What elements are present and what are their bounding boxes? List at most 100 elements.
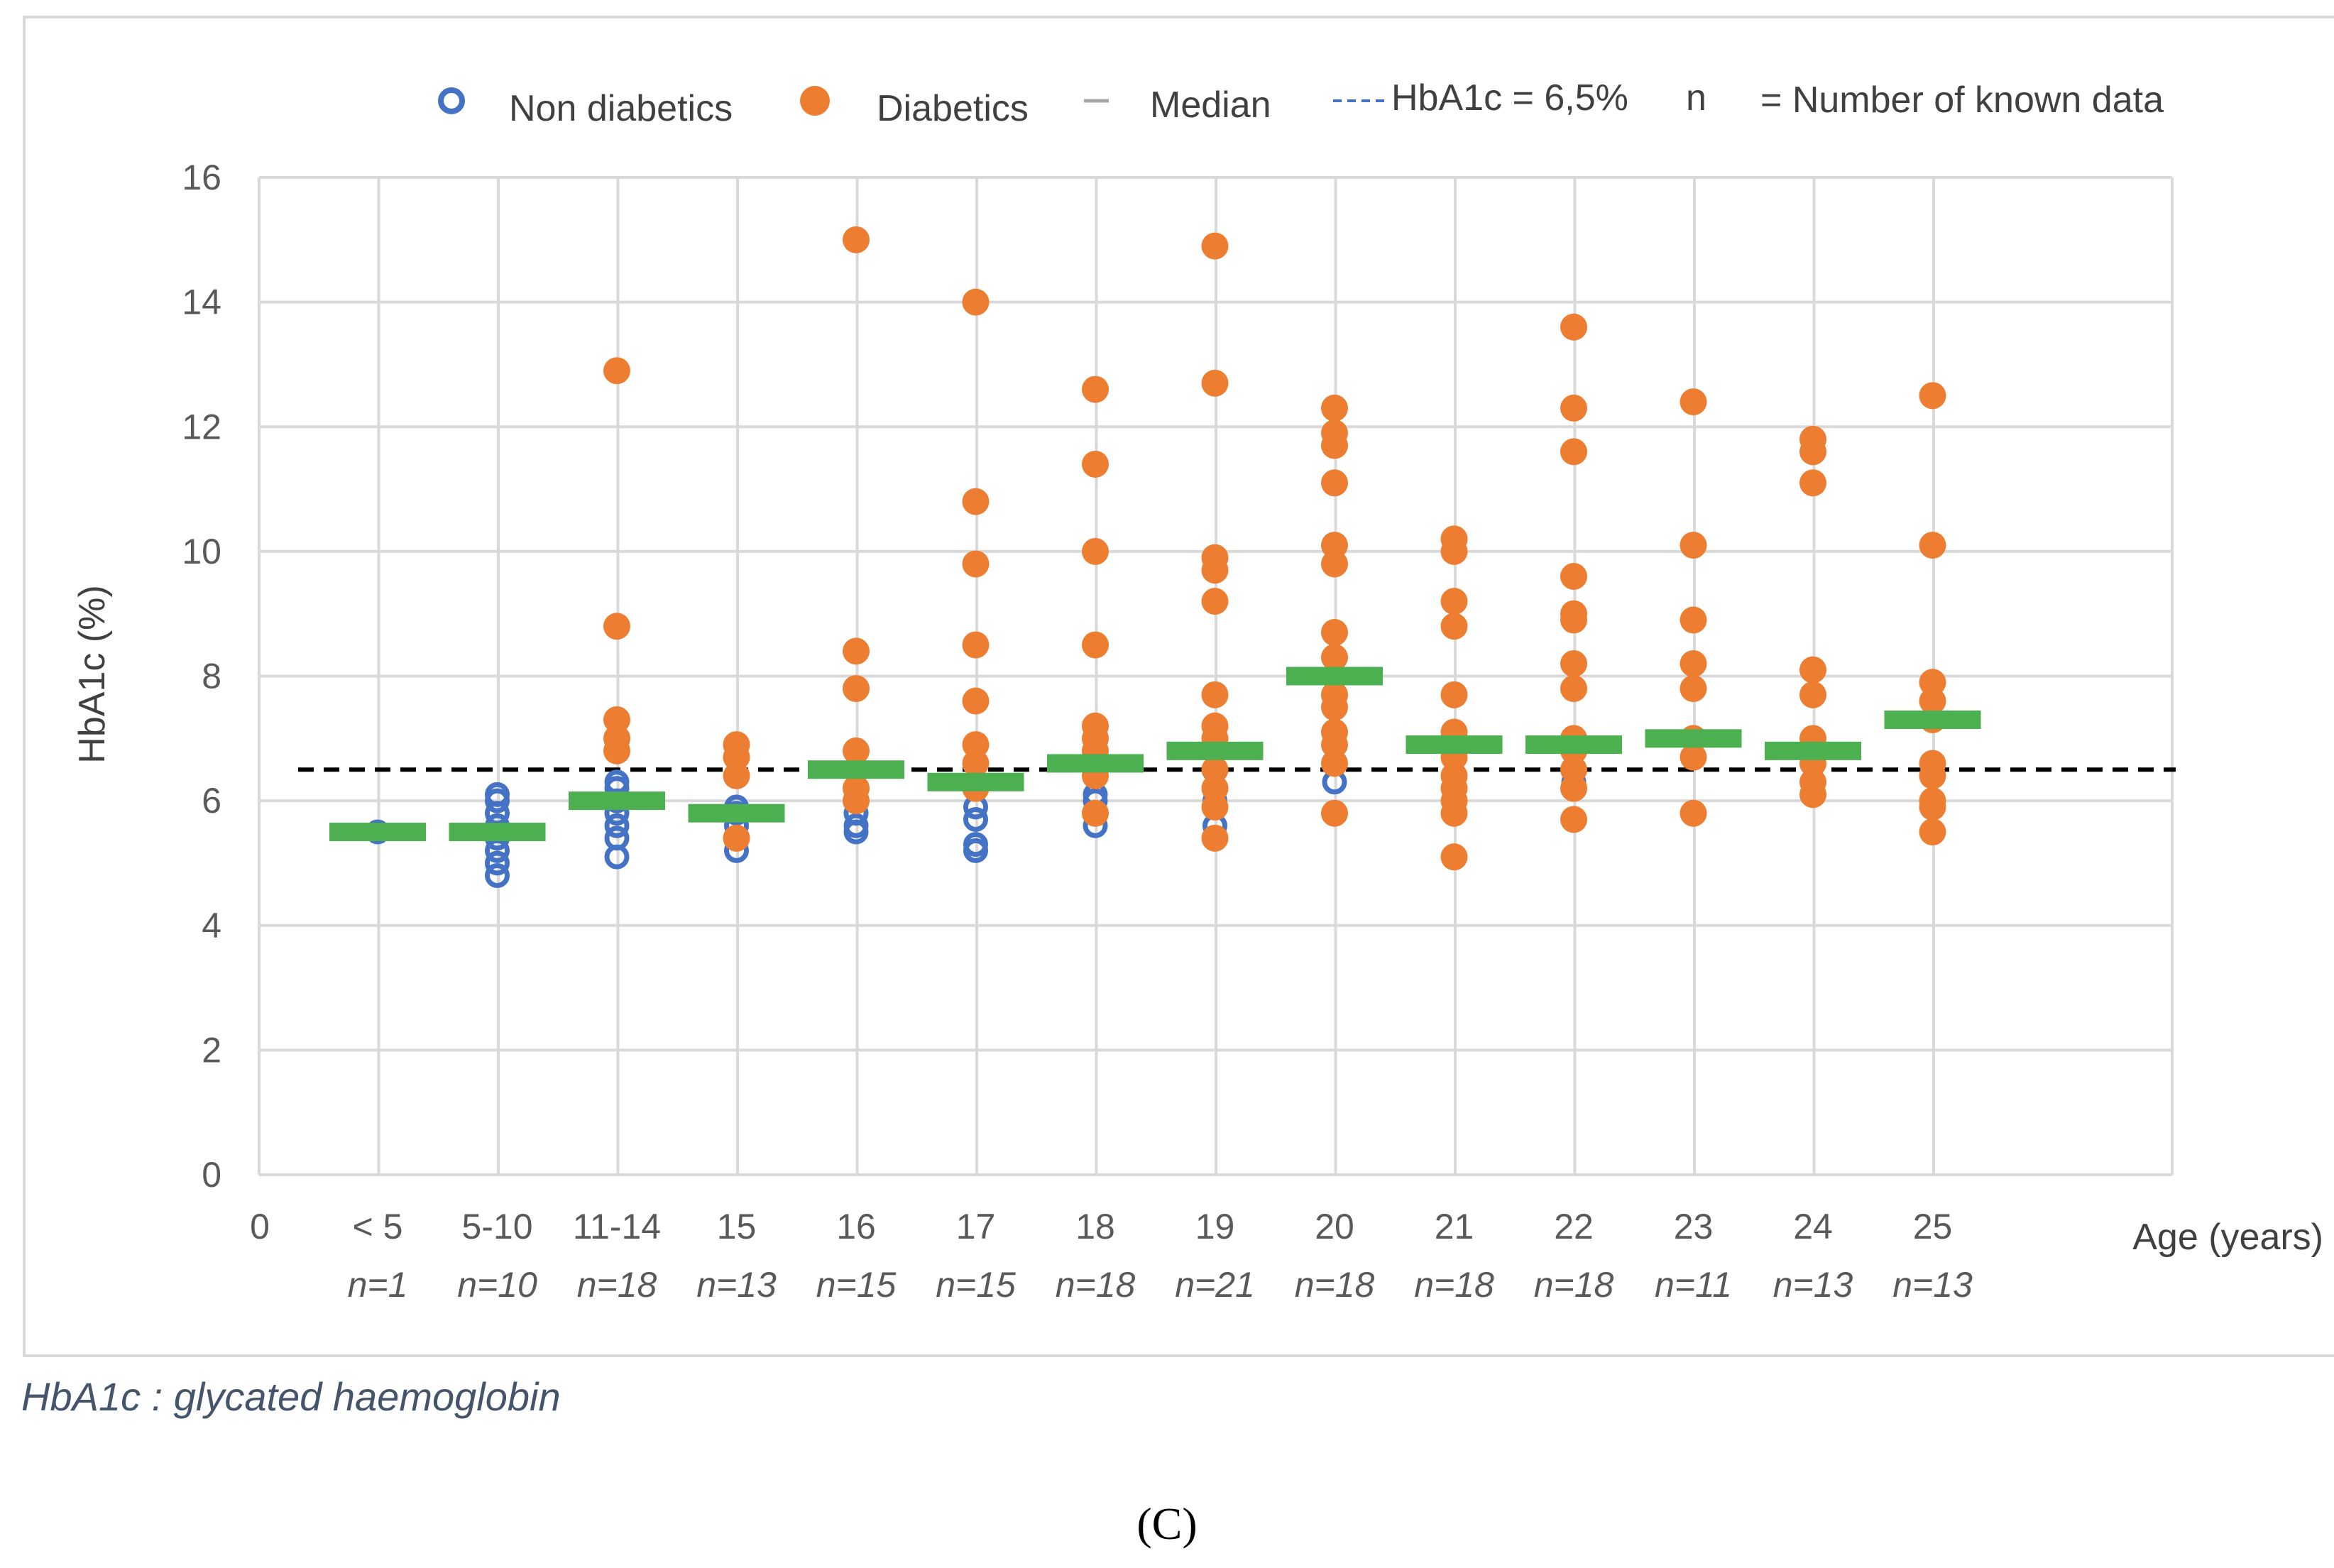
diabetic-point	[1201, 712, 1229, 740]
y-tick-label: 10	[182, 532, 221, 571]
legend-median-label: Median	[1150, 84, 1271, 126]
median-bar	[1765, 741, 1861, 760]
x-tick-label: 25	[1913, 1207, 1953, 1246]
diabetic-point	[1919, 787, 1946, 815]
diabetic-point	[1321, 799, 1348, 827]
diabetic-point	[1560, 649, 1587, 677]
diabetic-point	[723, 731, 750, 759]
legend: Non diabetics Diabetics Median HbA1c = 6…	[438, 77, 2164, 129]
diabetic-point	[1680, 532, 1707, 559]
legend-diabetics-marker	[800, 86, 830, 116]
diabetic-point	[1321, 394, 1348, 422]
diabetic-point	[843, 637, 870, 665]
median-bar	[1286, 667, 1383, 686]
diabetic-point	[1440, 681, 1468, 708]
diabetic-point	[1082, 631, 1109, 659]
diabetic-point	[1201, 681, 1229, 708]
non-diabetic-point	[963, 832, 988, 857]
diabetic-point	[1321, 681, 1348, 708]
diabetic-point	[603, 613, 630, 640]
x-tick-label: 17	[956, 1207, 996, 1246]
x-tick-label: 5-10	[461, 1207, 532, 1246]
diabetic-point	[1680, 388, 1707, 416]
diabetic-point	[1560, 313, 1587, 341]
y-tick-label: 16	[182, 158, 221, 197]
diabetic-point	[1321, 644, 1348, 671]
n-count-label: n=18	[1534, 1265, 1614, 1305]
diabetic-point	[1440, 843, 1468, 871]
y-axis-title: HbA1c (%)	[72, 585, 113, 763]
n-count-label: n=18	[577, 1265, 657, 1305]
n-count-label: n=13	[1892, 1265, 1973, 1305]
diabetic-point	[723, 762, 750, 789]
diabetic-point	[1321, 550, 1348, 578]
diabetic-point	[1560, 438, 1587, 466]
median-bar	[1047, 754, 1144, 773]
footnote: HbA1c : glycated haemoglobin	[21, 1374, 561, 1419]
diabetic-point	[1919, 669, 1946, 696]
median-bar	[1884, 710, 1981, 729]
diabetic-point	[1919, 532, 1946, 559]
diabetic-point	[1321, 532, 1348, 559]
median-bar	[1525, 735, 1622, 755]
n-count-label: n=15	[936, 1265, 1016, 1305]
diabetic-point	[1321, 469, 1348, 497]
y-tick-label: 4	[202, 906, 221, 945]
diabetic-point	[1799, 681, 1826, 708]
n-count-label: n=11	[1655, 1265, 1732, 1305]
grid-layer	[258, 176, 2174, 1176]
diabetic-point	[1680, 675, 1707, 703]
chart-frame	[23, 16, 2334, 1357]
diabetic-point	[1440, 525, 1468, 553]
x-tick-label: 23	[1674, 1207, 1714, 1246]
n-count-label: n=18	[1295, 1265, 1375, 1305]
diabetic-point	[1440, 588, 1468, 615]
diabetic-point	[1560, 774, 1587, 802]
median-layer	[329, 667, 1981, 842]
non-diabetic-point	[604, 813, 630, 838]
diabetic-point	[1560, 600, 1587, 627]
diabetic-point	[603, 706, 630, 733]
legend-non-diabetics-marker	[438, 87, 465, 114]
median-bar	[569, 791, 665, 811]
diabetic-point	[962, 750, 990, 777]
non-diabetic-point	[485, 850, 510, 876]
diabetic-point	[1680, 743, 1707, 771]
x-tick-label: < 5	[353, 1207, 403, 1246]
diabetic-point	[1321, 750, 1348, 777]
diabetic-point	[1082, 450, 1109, 478]
non-diabetic-point	[485, 863, 510, 888]
diabetic-point	[1799, 425, 1826, 453]
diabetic-point	[1082, 375, 1109, 403]
x-axis-title: Age (years)	[2132, 1217, 2323, 1258]
x-tick-label: 11-14	[573, 1207, 661, 1246]
x-tick-label: 24	[1793, 1207, 1833, 1246]
diabetic-point	[1201, 824, 1229, 852]
x-tick-label: 18	[1075, 1207, 1115, 1246]
diabetic-point	[1680, 649, 1707, 677]
x-tick-label: 15	[717, 1207, 757, 1246]
diabetic-point	[1560, 675, 1587, 703]
diabetic-point	[603, 725, 630, 752]
diabetic-point	[1560, 806, 1587, 833]
diabetic-point	[603, 357, 630, 385]
diabetic-point	[1321, 718, 1348, 746]
diabetic-point	[1799, 469, 1826, 497]
x-tick-label: 20	[1315, 1207, 1354, 1246]
diabetic-point	[962, 687, 990, 715]
n-count-label: n=18	[1056, 1265, 1136, 1305]
median-bar	[1645, 729, 1742, 748]
diabetic-point	[1680, 799, 1707, 827]
non-diabetic-point	[843, 813, 869, 838]
median-bar	[1406, 735, 1503, 755]
diabetic-point	[1201, 544, 1229, 571]
n-count-label: n=18	[1414, 1265, 1494, 1305]
median-bar	[808, 760, 904, 779]
diabetic-point	[1201, 774, 1229, 802]
median-bar	[449, 823, 546, 842]
diabetic-point	[1919, 687, 1946, 715]
diabetic-point	[1560, 563, 1587, 590]
n-count-label: n=13	[1773, 1265, 1853, 1305]
